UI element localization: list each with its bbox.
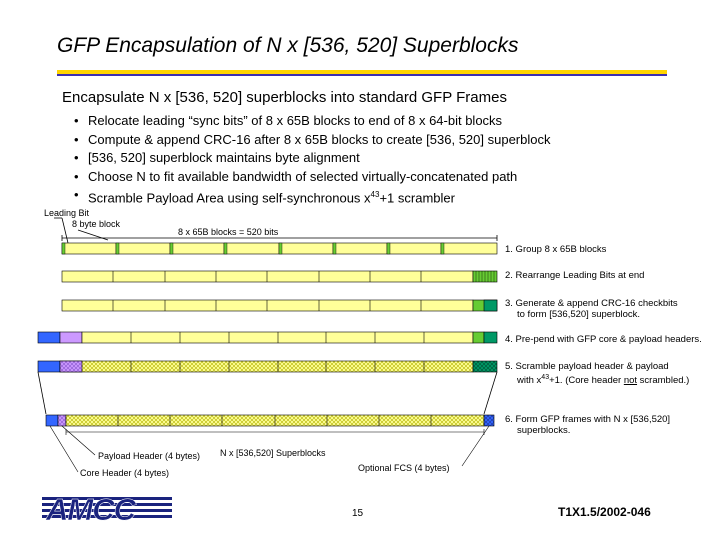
step-5: 5. Scramble payload header & payload [505, 361, 669, 372]
step-2: 2. Rearrange Leading Bits at end [505, 270, 645, 281]
title-rule-blue [57, 74, 667, 76]
blocks-label: 8 x 65B blocks = 520 bits [178, 227, 279, 237]
page-number: 15 [352, 508, 364, 519]
logo-text: AMCC [45, 492, 137, 524]
step-1: 1. Group 8 x 65B blocks [505, 244, 607, 255]
step-5-text: with x [517, 375, 542, 387]
bullet-item: Scramble Payload Area using self-synchro… [72, 186, 550, 205]
superblocks-label: N x [536,520] Superblocks [220, 448, 326, 458]
core-header-label: Core Header (4 bytes) [80, 468, 170, 478]
step-5-text: scrambled.) [637, 375, 690, 387]
amcc-logo: AMCC [42, 492, 172, 524]
row-4-with-headers [37, 331, 498, 344]
bullet-item: [536, 520] superblock maintains byte ali… [72, 149, 550, 168]
step-5-text: +1. (Core header [549, 375, 624, 387]
bullet-item: Compute & append CRC-16 after 8 x 65B bl… [72, 131, 550, 150]
subtitle: Encapsulate N x [536, 520] superblocks i… [62, 89, 507, 106]
row-5-scrambled [37, 360, 498, 373]
step-5-underlined: not [623, 375, 638, 387]
byte-block-pointer [77, 229, 109, 241]
expansion-line [483, 371, 498, 415]
step-4: 4. Pre-pend with GFP core & payload head… [505, 334, 702, 345]
step-6: 6. Form GFP frames with N x [536,520] [505, 414, 671, 425]
title-rule-gold [57, 70, 667, 74]
step-5-exponent: 43 [541, 374, 550, 381]
bullet-item: Relocate leading “sync bits” of 8 x 65B … [72, 112, 550, 131]
bullet-text: Scramble Payload Area using self-synchro… [88, 190, 371, 206]
page-title: GFP Encapsulation of N x [536, 520] Supe… [57, 34, 519, 57]
step-5-cont: with x43+1. (Core header not scrambled.) [517, 372, 689, 386]
bullet-list: Relocate leading “sync bits” of 8 x 65B … [72, 112, 550, 205]
expansion-line [37, 371, 47, 415]
byte-block-label: 8 byte block [72, 219, 121, 229]
bullet-item: Choose N to fit available bandwidth of s… [72, 168, 550, 187]
payload-header-label: Payload Header (4 bytes) [98, 451, 201, 461]
bullet-text: +1 scrambler [379, 190, 455, 206]
core-header-pointer [49, 425, 79, 473]
payload-header-pointer [61, 425, 96, 456]
row-6-gfp-frame [45, 414, 495, 427]
row-1-grouped-blocks [61, 242, 498, 255]
leading-bit-label: Leading Bit [44, 208, 90, 218]
row-3-with-crc [61, 299, 498, 312]
step-3-cont: to form [536,520] superblock. [517, 309, 641, 320]
step-6-cont: superblocks. [517, 425, 571, 436]
bullet-exponent: 43 [370, 190, 380, 199]
document-id: T1X1.5/2002-046 [558, 505, 651, 519]
fcs-pointer [461, 425, 490, 467]
step-3: 3. Generate & append CRC-16 checkbits [505, 298, 678, 309]
fcs-label: Optional FCS (4 bytes) [358, 463, 450, 473]
leading-bit-pointer [61, 217, 69, 244]
row-2-rearranged [61, 270, 498, 283]
